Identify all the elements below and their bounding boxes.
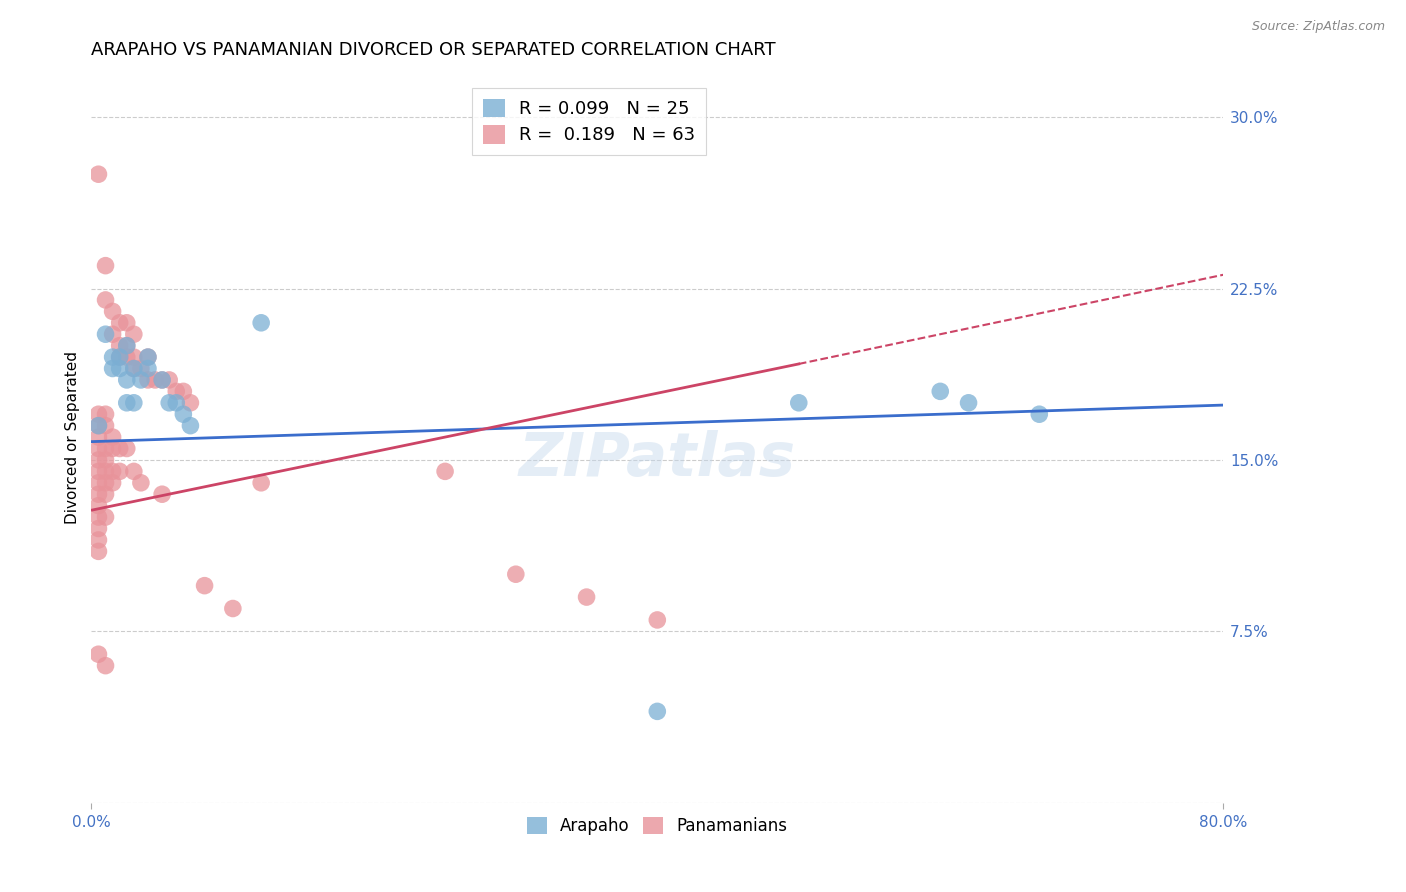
Point [787,396,810,410]
Text: ZIPatlas: ZIPatlas [519,430,796,489]
Point [122,361,145,376]
Point [87,442,110,456]
Point [108,350,131,364]
Point [150,373,173,387]
Point [122,464,145,478]
Point [136,350,159,364]
Point [94,418,117,433]
Point [87,521,110,535]
Point [179,418,201,433]
Point [150,487,173,501]
Point [157,373,180,387]
Point [165,396,187,410]
Point [122,361,145,376]
Point [122,327,145,342]
Point [101,430,124,444]
Point [101,304,124,318]
Point [136,350,159,364]
Text: Source: ZipAtlas.com: Source: ZipAtlas.com [1251,20,1385,33]
Point [434,464,457,478]
Point [108,316,131,330]
Point [505,567,527,582]
Point [108,442,131,456]
Point [87,647,110,661]
Point [122,350,145,364]
Point [101,442,124,456]
Point [87,499,110,513]
Point [108,350,131,364]
Point [129,373,152,387]
Point [157,396,180,410]
Point [94,259,117,273]
Point [172,407,194,421]
Point [250,316,273,330]
Point [108,361,131,376]
Point [115,373,138,387]
Text: ARAPAHO VS PANAMANIAN DIVORCED OR SEPARATED CORRELATION CHART: ARAPAHO VS PANAMANIAN DIVORCED OR SEPARA… [91,41,776,59]
Point [94,464,117,478]
Point [87,418,110,433]
Point [94,407,117,421]
Point [179,396,201,410]
Point [94,475,117,490]
Point [94,658,117,673]
Legend: Arapaho, Panamanians: Arapaho, Panamanians [520,811,794,842]
Point [87,418,110,433]
Point [101,361,124,376]
Point [150,373,173,387]
Point [87,407,110,421]
Point [94,487,117,501]
Point [957,396,980,410]
Point [94,327,117,342]
Point [94,510,117,524]
Point [94,453,117,467]
Point [94,293,117,307]
Point [136,373,159,387]
Point [250,475,273,490]
Point [115,316,138,330]
Point [1028,407,1050,421]
Point [87,533,110,547]
Point [115,396,138,410]
Point [108,464,131,478]
Point [143,373,166,387]
Point [115,350,138,364]
Point [87,475,110,490]
Point [193,579,217,593]
Point [575,590,598,604]
Point [101,350,124,364]
Point [87,487,110,501]
Point [929,384,952,399]
Point [129,475,152,490]
Point [94,442,117,456]
Point [129,361,152,376]
Point [122,396,145,410]
Point [115,442,138,456]
Y-axis label: Divorced or Separated: Divorced or Separated [65,351,80,524]
Point [101,464,124,478]
Point [87,464,110,478]
Point [87,167,110,181]
Point [136,361,159,376]
Point [115,338,138,352]
Point [222,601,245,615]
Point [172,384,194,399]
Point [115,338,138,352]
Point [87,544,110,558]
Point [87,453,110,467]
Point [87,430,110,444]
Point [101,475,124,490]
Point [645,705,668,719]
Point [645,613,668,627]
Point [165,384,187,399]
Point [101,327,124,342]
Point [108,338,131,352]
Point [87,510,110,524]
